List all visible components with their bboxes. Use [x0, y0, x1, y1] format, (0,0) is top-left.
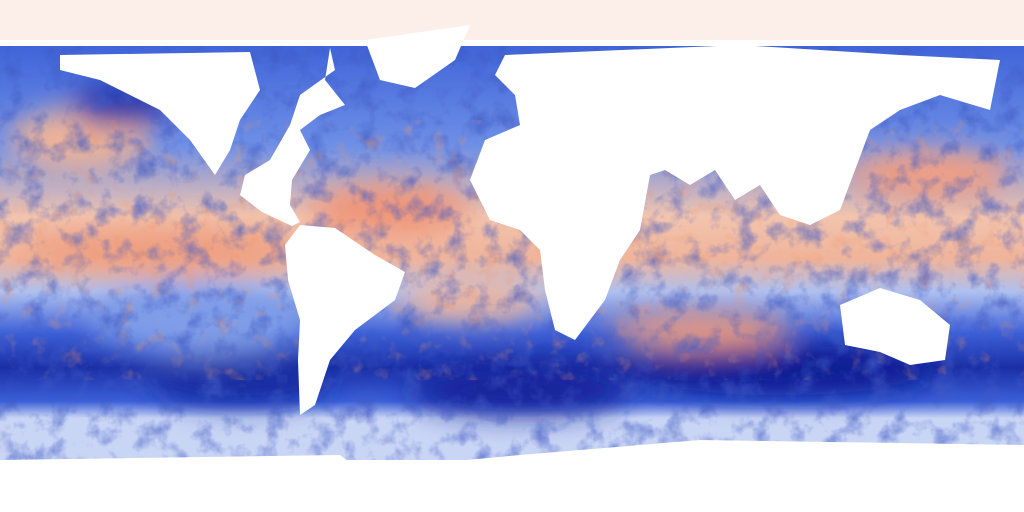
australia: [840, 288, 950, 365]
north-america-west: [60, 52, 260, 175]
north-america: [40, 48, 345, 226]
land: [0, 25, 1024, 512]
south-america: [285, 225, 405, 415]
eurasia-africa: [470, 45, 1000, 340]
polar-band: [0, 0, 1024, 42]
antarctica: [0, 440, 1024, 512]
arctic-edge: [0, 40, 1024, 46]
